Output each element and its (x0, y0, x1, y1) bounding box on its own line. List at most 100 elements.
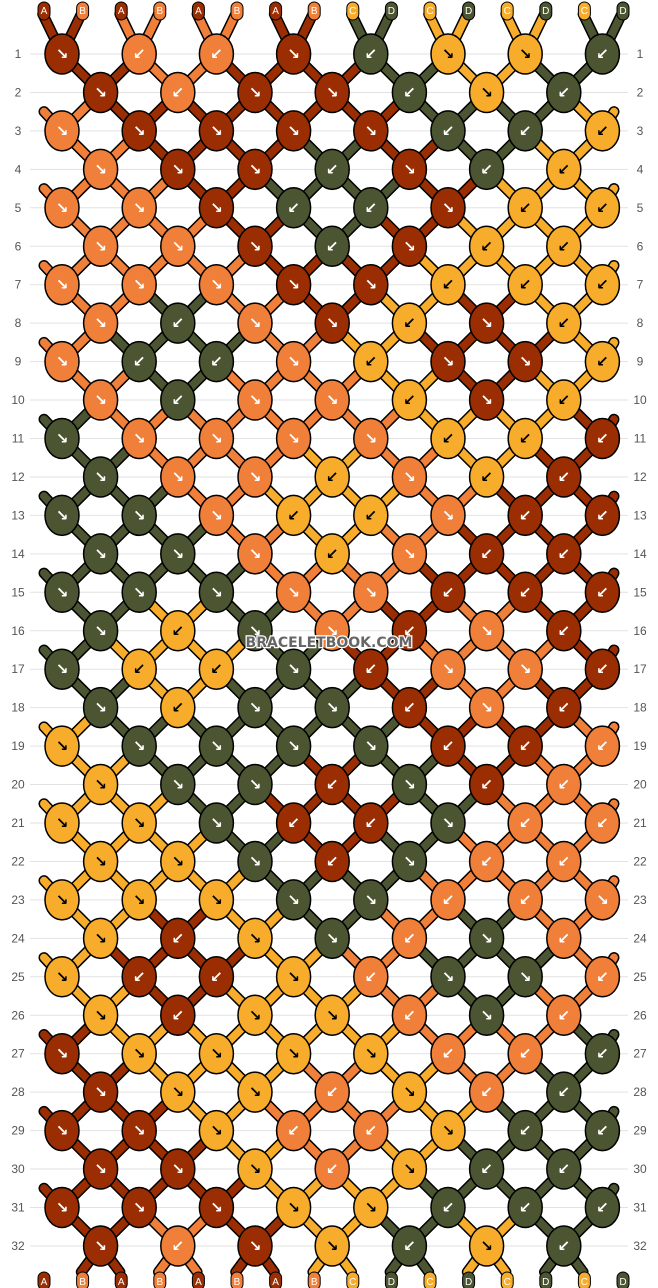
knot: ↘ (391, 763, 428, 806)
knot: ↘ (430, 494, 466, 537)
arrow-sw-icon: ↙ (558, 468, 571, 486)
knot: ↙ (275, 1109, 312, 1152)
knot-shape (237, 533, 273, 575)
strand-cap (539, 1, 553, 21)
strand-cap (76, 1, 90, 21)
strand-label: D (619, 6, 626, 17)
knot-shape (353, 494, 389, 537)
knot-shape (391, 456, 428, 498)
arrow-sw-icon: ↙ (596, 583, 609, 601)
knot: ↘ (44, 110, 80, 152)
knot: ↘ (314, 610, 350, 652)
arrow-se-icon: ↘ (133, 199, 146, 217)
knot-shape (430, 340, 466, 383)
arrow-se-icon: ↘ (403, 160, 416, 178)
knot: ↘ (82, 763, 119, 806)
knot-shape (507, 263, 543, 306)
knot: ↘ (44, 33, 80, 75)
knot-shape (160, 763, 196, 806)
arrow-se-icon: ↘ (519, 660, 532, 678)
knot: ↙ (430, 110, 466, 152)
arrow-sw-icon: ↙ (596, 506, 609, 524)
knot-shape (160, 1071, 196, 1113)
knot: ↙ (160, 379, 196, 421)
knot-shape (391, 533, 428, 575)
knot: ↘ (198, 110, 235, 152)
knot: ↘ (198, 417, 235, 460)
knot: ↙ (275, 802, 312, 844)
knot-shape (198, 956, 235, 998)
strand-cap (153, 1271, 167, 1288)
knot-shape (275, 1109, 312, 1152)
knot: ↙ (507, 725, 543, 767)
arrow-sw-icon: ↙ (326, 545, 339, 563)
knot-shape (430, 110, 466, 152)
knot-shape (275, 263, 312, 306)
knot-shape (198, 187, 235, 229)
knot: ↙ (353, 1109, 389, 1152)
knot-shape (314, 1148, 350, 1190)
arrow-se-icon: ↘ (403, 545, 416, 563)
arrow-sw-icon: ↙ (365, 968, 378, 986)
knot: ↙ (584, 340, 621, 383)
knot: ↘ (275, 648, 312, 690)
knot: ↙ (314, 456, 350, 498)
arrow-se-icon: ↘ (287, 45, 300, 63)
knot-shape (44, 1032, 80, 1075)
knot-shape (507, 725, 543, 767)
arrow-sw-icon: ↙ (326, 852, 339, 870)
arrow-se-icon: ↘ (94, 160, 107, 178)
arrow-se-icon: ↘ (249, 776, 262, 794)
arrow-se-icon: ↘ (249, 391, 262, 409)
strand-cap (384, 1, 398, 21)
arrow-sw-icon: ↙ (519, 583, 532, 601)
knot-shape (198, 340, 235, 383)
row-number-right: 8 (637, 316, 644, 330)
arrow-sw-icon: ↙ (519, 506, 532, 524)
knot-shape (584, 110, 621, 152)
knot: ↘ (507, 340, 543, 383)
knot-shape (121, 879, 157, 921)
knot-shape (82, 994, 119, 1036)
row-number-left: 13 (11, 508, 25, 522)
strand-label: B (156, 6, 163, 17)
knot: ↙ (584, 417, 621, 460)
row-number-left: 32 (11, 1239, 25, 1253)
arrow-se-icon: ↘ (56, 814, 69, 832)
arrow-se-icon: ↘ (249, 1083, 262, 1101)
knot-shape (584, 417, 621, 460)
strand-label: B (156, 1277, 163, 1288)
arrow-sw-icon: ↙ (558, 699, 571, 717)
arrow-sw-icon: ↙ (558, 83, 571, 101)
knot-shape (507, 187, 543, 229)
knot: ↘ (237, 71, 273, 114)
knot-shape (430, 956, 466, 998)
knot: ↙ (314, 148, 350, 191)
strand-cap (114, 1, 128, 21)
knot: ↙ (391, 71, 428, 114)
knot-shape (546, 1071, 582, 1113)
knot-shape (275, 1032, 312, 1075)
row-number-left: 28 (11, 1085, 25, 1099)
knot-shape (353, 956, 389, 998)
arrow-sw-icon: ↙ (442, 430, 455, 448)
knot-shape (275, 725, 312, 767)
knot-shape (430, 648, 466, 690)
knot-shape (237, 763, 273, 806)
knot-shape (468, 456, 505, 498)
knot: ↙ (391, 1225, 428, 1267)
knot-shape (391, 994, 428, 1036)
arrow-sw-icon: ↙ (558, 545, 571, 563)
strand-cap (423, 1271, 437, 1288)
knot: ↘ (507, 648, 543, 690)
row-number-left: 25 (11, 970, 25, 984)
knot-shape (468, 1148, 505, 1190)
arrow-sw-icon: ↙ (596, 1199, 609, 1217)
row-number-right: 5 (637, 201, 644, 215)
knot-shape (82, 533, 119, 575)
knot-shape (314, 994, 350, 1036)
knot-shape (275, 571, 312, 614)
arrow-se-icon: ↘ (480, 929, 493, 947)
knot-shape (468, 610, 505, 652)
arrow-sw-icon: ↙ (442, 737, 455, 755)
